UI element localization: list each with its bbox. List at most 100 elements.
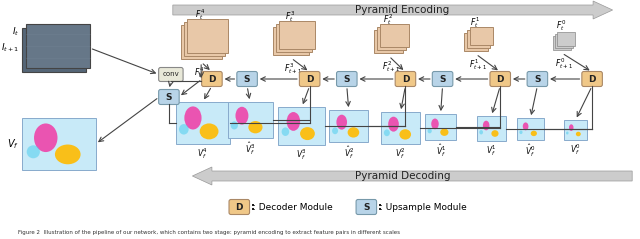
- FancyBboxPatch shape: [159, 89, 179, 104]
- FancyBboxPatch shape: [300, 71, 320, 87]
- Bar: [26, 24, 90, 68]
- Text: : Decoder Module: : Decoder Module: [253, 202, 333, 212]
- Ellipse shape: [388, 117, 399, 132]
- Text: D: D: [588, 75, 596, 83]
- Ellipse shape: [440, 129, 449, 136]
- FancyBboxPatch shape: [582, 71, 602, 87]
- Text: $F_{t+1}^4$: $F_{t+1}^4$: [194, 65, 212, 80]
- FancyBboxPatch shape: [527, 71, 548, 87]
- Text: $F_{t+1}^0$: $F_{t+1}^0$: [555, 56, 573, 71]
- Ellipse shape: [300, 127, 315, 140]
- FancyBboxPatch shape: [159, 67, 183, 81]
- Ellipse shape: [55, 145, 81, 164]
- Text: $F_t^0$: $F_t^0$: [556, 18, 566, 33]
- Ellipse shape: [248, 121, 262, 133]
- FancyBboxPatch shape: [432, 71, 453, 87]
- Text: $V_f^2$: $V_f^2$: [395, 146, 406, 161]
- Bar: [381, 112, 420, 144]
- Ellipse shape: [492, 130, 499, 137]
- Bar: [425, 114, 456, 140]
- FancyArrow shape: [193, 167, 632, 185]
- FancyArrow shape: [173, 1, 612, 19]
- Text: Pyramid Encoding: Pyramid Encoding: [355, 5, 450, 15]
- Text: $F_t^3$: $F_t^3$: [285, 9, 295, 24]
- Ellipse shape: [200, 123, 218, 139]
- Bar: [186, 19, 228, 53]
- Ellipse shape: [34, 124, 58, 152]
- FancyBboxPatch shape: [490, 71, 511, 87]
- Text: :: :: [251, 202, 255, 212]
- Ellipse shape: [332, 127, 338, 134]
- Bar: [467, 30, 490, 48]
- Text: S: S: [166, 92, 172, 102]
- Text: D: D: [497, 75, 504, 83]
- Text: S: S: [244, 75, 250, 83]
- Bar: [329, 110, 368, 142]
- Ellipse shape: [431, 119, 439, 129]
- FancyBboxPatch shape: [356, 200, 376, 214]
- Ellipse shape: [282, 127, 289, 136]
- Bar: [228, 102, 273, 138]
- Text: $V_f^0$: $V_f^0$: [570, 142, 581, 157]
- Ellipse shape: [519, 130, 522, 134]
- Text: Figure 2  Illustration of the pipeline of our network, which contains two stage:: Figure 2 Illustration of the pipeline of…: [19, 230, 401, 235]
- Ellipse shape: [236, 107, 248, 125]
- Ellipse shape: [179, 124, 189, 135]
- Bar: [477, 116, 506, 141]
- Text: conv: conv: [163, 71, 179, 77]
- Bar: [553, 36, 571, 50]
- Text: $F_t^1$: $F_t^1$: [470, 15, 480, 30]
- Text: $F_{t+1}^2$: $F_{t+1}^2$: [382, 59, 400, 74]
- Bar: [180, 25, 221, 59]
- Ellipse shape: [566, 131, 568, 135]
- Text: :: :: [378, 202, 382, 212]
- FancyBboxPatch shape: [395, 71, 416, 87]
- Text: $\hat{V}_f^0$: $\hat{V}_f^0$: [525, 142, 536, 159]
- Text: $F_t^4$: $F_t^4$: [195, 7, 205, 22]
- Bar: [557, 32, 575, 46]
- Bar: [184, 22, 225, 56]
- Ellipse shape: [27, 145, 40, 158]
- Ellipse shape: [576, 132, 580, 136]
- Bar: [470, 27, 493, 45]
- FancyBboxPatch shape: [202, 71, 222, 87]
- Text: : Upsample Module: : Upsample Module: [380, 202, 467, 212]
- Ellipse shape: [287, 112, 300, 131]
- Bar: [555, 34, 573, 48]
- Bar: [22, 118, 95, 170]
- Text: $V_f^4$: $V_f^4$: [197, 146, 208, 161]
- Ellipse shape: [230, 121, 238, 130]
- Text: S: S: [439, 75, 446, 83]
- Text: $\hat{V}_f^3$: $\hat{V}_f^3$: [245, 140, 255, 157]
- Text: D: D: [402, 75, 409, 83]
- Bar: [276, 24, 312, 52]
- Text: $V_f$: $V_f$: [8, 137, 19, 151]
- Bar: [279, 21, 314, 49]
- Bar: [374, 30, 403, 53]
- Text: $V_f^3$: $V_f^3$: [296, 147, 307, 162]
- Text: $\hat{V}_f^2$: $\hat{V}_f^2$: [344, 144, 354, 161]
- Bar: [273, 27, 308, 55]
- Bar: [377, 27, 406, 50]
- Bar: [176, 102, 230, 144]
- Text: $F_{t+1}^1$: $F_{t+1}^1$: [469, 57, 486, 72]
- Ellipse shape: [384, 129, 390, 136]
- Text: S: S: [363, 202, 369, 212]
- Bar: [564, 120, 588, 140]
- Text: D: D: [208, 75, 216, 83]
- Text: Pyramid Decoding: Pyramid Decoding: [355, 171, 451, 181]
- FancyBboxPatch shape: [337, 71, 357, 87]
- Bar: [464, 33, 488, 51]
- Bar: [278, 107, 325, 145]
- Ellipse shape: [428, 129, 432, 133]
- Text: $V_f^1$: $V_f^1$: [486, 143, 497, 158]
- Ellipse shape: [399, 129, 411, 140]
- Text: $I_t$: $I_t$: [12, 26, 19, 38]
- Ellipse shape: [479, 130, 483, 134]
- Bar: [380, 24, 410, 47]
- Text: S: S: [344, 75, 350, 83]
- Ellipse shape: [569, 124, 573, 131]
- Text: $I_{t+1}$: $I_{t+1}$: [1, 42, 19, 54]
- Bar: [517, 118, 544, 140]
- Ellipse shape: [483, 121, 490, 130]
